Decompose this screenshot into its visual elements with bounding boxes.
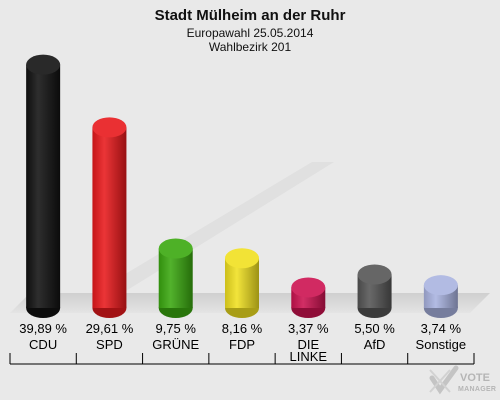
chart-backdrop	[62, 162, 334, 312]
category-label: Sonstige	[416, 337, 467, 352]
bar-cdu	[26, 54, 61, 318]
chart-subtitle-election: Europawahl 25.05.2014	[187, 26, 314, 40]
bar-top	[158, 238, 193, 259]
chart-subtitle-district: Wahlbezirk 201	[209, 40, 292, 54]
category-label: GRÜNE	[152, 337, 199, 352]
bar-top	[26, 54, 61, 75]
bar-afd	[357, 264, 392, 318]
value-labels-group: 39,89 % 29,61 % 9,75 % 8,16 % 3,37 % 5,50 % 3,…	[19, 321, 461, 336]
category-label: LINKE	[289, 349, 327, 364]
value-label: 29,61 %	[86, 321, 134, 336]
chart-title: Stadt Mülheim an der Ruhr	[155, 7, 346, 24]
category-label: FDP	[229, 337, 255, 352]
value-label: 9,75 %	[155, 321, 196, 336]
bar-top	[291, 277, 326, 298]
category-label: CDU	[29, 337, 57, 352]
bar-spd	[92, 117, 127, 318]
bar-fdp	[225, 248, 259, 318]
bar-body	[26, 64, 61, 309]
bar-top	[225, 248, 259, 269]
logo-line2: MANAGER	[458, 386, 496, 393]
bar-top	[423, 275, 458, 296]
logo-line1: VOTE	[460, 372, 490, 384]
checkmark-icon	[429, 365, 459, 395]
value-label: 39,89 %	[19, 321, 67, 336]
value-label: 3,74 %	[421, 321, 462, 336]
category-label: SPD	[96, 337, 123, 352]
bar-top	[357, 264, 392, 285]
bar-top	[92, 117, 127, 138]
value-label: 3,37 %	[288, 321, 329, 336]
vote-manager-logo: VOTE MANAGER	[429, 365, 496, 395]
category-label: AfD	[364, 337, 386, 352]
category-label: DIE	[297, 337, 319, 352]
bar-sonstige	[423, 275, 458, 318]
bar-grüne	[158, 238, 193, 318]
bars-group	[26, 54, 458, 318]
bar-die-linke	[291, 277, 326, 318]
value-label: 8,16 %	[222, 321, 263, 336]
bar-body	[92, 127, 127, 308]
value-label: 5,50 %	[354, 321, 395, 336]
